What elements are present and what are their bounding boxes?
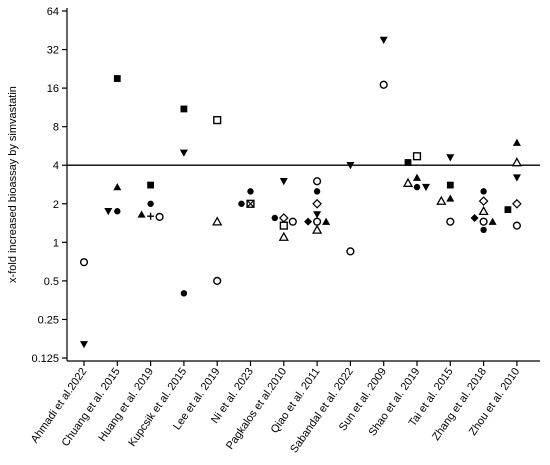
data-point-open-circle: [155, 212, 164, 221]
data-points: [79, 36, 523, 349]
data-point-open-square: [279, 221, 288, 230]
data-point-down-triangle: [279, 178, 288, 186]
y-tick-label: 0.5: [44, 276, 59, 288]
data-point-triangle: [322, 217, 331, 225]
data-point-open-circle: [313, 217, 322, 226]
x-tick-label: Ahmadi et al.2022: [29, 366, 90, 446]
data-point-open-triangle: [511, 157, 523, 167]
data-point-open-triangle: [436, 195, 447, 205]
x-tick-label: Chuang et al. 2015: [60, 366, 123, 449]
data-point-down-triangle: [422, 183, 430, 192]
data-point-open-triangle: [478, 205, 489, 216]
data-point-open-square: [412, 152, 422, 161]
data-point-circle: [180, 290, 188, 297]
data-point-open-triangle: [402, 177, 414, 187]
data-point-circle: [238, 200, 245, 207]
y-axis: 0.125 0.25 0.5 1 2 4 8 16 32 64: [31, 6, 68, 365]
data-point-circle: [480, 188, 487, 195]
y-tick-label: 64: [47, 6, 59, 18]
data-point-triangle: [512, 138, 521, 146]
x-tick-label: Sabandal et al. 2022: [288, 366, 356, 456]
data-point-x-square: [246, 199, 255, 208]
data-point-square: [147, 181, 154, 189]
data-point-square: [113, 75, 121, 82]
data-point-down-triangle: [80, 341, 88, 349]
data-point-square: [180, 105, 188, 113]
y-tick-label: 1: [53, 237, 59, 249]
x-tick-label: Pagkalos et al.2010: [224, 366, 289, 452]
data-point-down-triangle: [179, 149, 188, 157]
data-point-diamond: [304, 217, 313, 226]
data-point-circle: [247, 188, 254, 195]
data-point-circle: [313, 188, 321, 195]
data-point-circle: [413, 183, 421, 191]
data-point-down-triangle: [104, 208, 113, 216]
y-axis-title: x-fold increased bioassay by simvastatin: [7, 86, 19, 283]
data-point-triangle: [113, 183, 122, 191]
data-point-open-circle: [79, 258, 89, 267]
data-point-open-circle: [379, 80, 388, 89]
x-tick-label: Kupcsik et al. 2015: [126, 366, 189, 449]
y-tick-label: 8: [53, 122, 59, 134]
data-point-diamond: [470, 213, 479, 222]
data-point-open-circle: [313, 177, 322, 186]
data-point-open-diamond: [312, 198, 322, 209]
y-tick-label: 0.125: [31, 353, 59, 365]
data-point-circle: [114, 208, 121, 215]
data-point-down-triangle: [379, 36, 388, 44]
data-point-open-triangle: [311, 224, 323, 234]
data-point-square: [446, 181, 454, 189]
y-tick-label: 0.25: [38, 314, 59, 326]
data-point-open-diamond: [512, 198, 522, 209]
data-point-circle: [271, 214, 278, 222]
data-point-open-diamond: [278, 213, 289, 223]
data-point-square: [504, 206, 512, 214]
data-point-down-triangle: [512, 174, 521, 182]
data-point-open-circle: [512, 221, 522, 230]
data-point-open-triangle: [278, 231, 289, 241]
data-point-open-triangle: [212, 216, 223, 226]
data-point-open-circle: [346, 247, 355, 256]
data-point-triangle: [446, 194, 455, 202]
data-point-open-circle: [213, 276, 222, 285]
data-point-triangle: [137, 210, 146, 218]
y-tick-label: 2: [53, 199, 59, 211]
data-point-open-circle: [288, 217, 297, 226]
data-point-open-circle: [479, 217, 488, 226]
data-point-open-circle: [446, 217, 455, 226]
data-point-plus: [147, 212, 155, 220]
data-point-square: [404, 159, 412, 166]
y-tick-label: 4: [53, 160, 59, 172]
y-tick-label: 32: [47, 45, 59, 57]
data-point-triangle: [413, 173, 421, 181]
data-point-open-square: [213, 116, 222, 125]
data-point-circle: [480, 226, 487, 234]
data-point-circle: [147, 200, 154, 207]
data-point-down-triangle: [346, 162, 355, 170]
y-tick-label: 16: [47, 83, 59, 95]
data-point-down-triangle: [446, 154, 455, 162]
data-point-open-diamond: [478, 196, 489, 206]
data-point-triangle: [488, 217, 497, 225]
data-point-down-triangle: [313, 211, 322, 219]
